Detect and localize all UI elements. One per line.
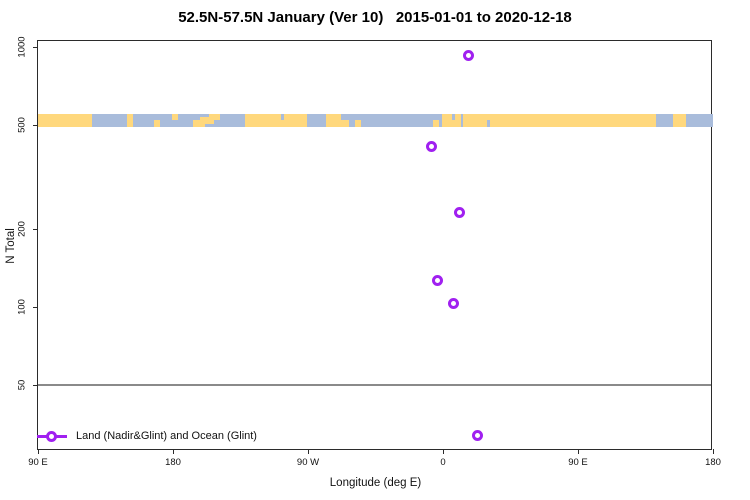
legend-circle-marker-icon: [46, 431, 57, 442]
y-tick-label: 100: [16, 299, 28, 315]
map-band-segment-land: [200, 117, 214, 124]
data-point: [425, 140, 437, 152]
y-tick-label: 50: [16, 380, 28, 391]
y-tick-mark: [33, 228, 38, 230]
map-band-segment-land: [462, 113, 656, 128]
map-band-segment-land: [153, 120, 160, 128]
x-tick-label: 90 E: [28, 457, 48, 468]
map-band-segment-land: [245, 113, 307, 128]
x-axis-label: Longitude (deg E): [329, 477, 422, 489]
y-axis-label: N Total: [5, 228, 17, 264]
map-band-segment-land: [171, 113, 178, 121]
reference-line-n50: [38, 384, 711, 387]
x-tick-mark: [713, 449, 714, 454]
x-tick-mark: [308, 449, 309, 454]
data-point: [431, 275, 443, 287]
plot-area: N Total Longitude (deg E) 1000 500 200 100 5…: [5, 36, 721, 489]
map-band-segment-land: [192, 120, 205, 128]
y-tick-mark: [33, 306, 38, 308]
data-point: [454, 207, 465, 219]
data-point: [472, 430, 483, 442]
legend-label: Land (Nadir&Glint) and Ocean (Glint): [76, 430, 257, 442]
y-tick-mark: [33, 46, 38, 48]
map-band-segment-land: [38, 113, 92, 128]
map-band-segment-land: [672, 113, 686, 128]
y-tick-mark: [33, 385, 38, 387]
map-band-segment-land: [432, 120, 439, 128]
y-tick-mark: [33, 124, 38, 126]
x-tick-label: 180: [165, 457, 181, 468]
y-tick-label: 500: [16, 116, 28, 133]
map-band-segment-ocean: [281, 113, 284, 121]
x-tick-mark: [443, 449, 444, 454]
x-tick-label: 90 E: [568, 457, 588, 468]
map-band-segment-land: [441, 113, 461, 128]
x-tick-mark: [38, 449, 39, 454]
x-tick-label: 0: [440, 457, 446, 468]
data-point: [448, 298, 459, 310]
y-tick-label: 200: [16, 220, 28, 237]
y-tick-label: 1000: [16, 35, 28, 58]
map-band-segment-land: [354, 120, 361, 128]
data-point: [463, 49, 474, 61]
map-band-segment-land: [126, 113, 133, 128]
map-band-segment-ocean: [486, 120, 490, 128]
x-tick-mark: [578, 449, 579, 454]
chart-title: 52.5N-57.5N January (Ver 10) 2015-01-01 …: [178, 9, 572, 26]
x-tick-mark: [173, 449, 174, 454]
map-band-segment-land: [341, 120, 349, 128]
x-tick-label: 180: [705, 457, 721, 468]
x-tick-label: 90 W: [296, 457, 320, 468]
map-band-segment-ocean: [452, 113, 455, 121]
map-band-segment-land: [209, 113, 220, 121]
map-band-segment-land: [326, 113, 341, 128]
